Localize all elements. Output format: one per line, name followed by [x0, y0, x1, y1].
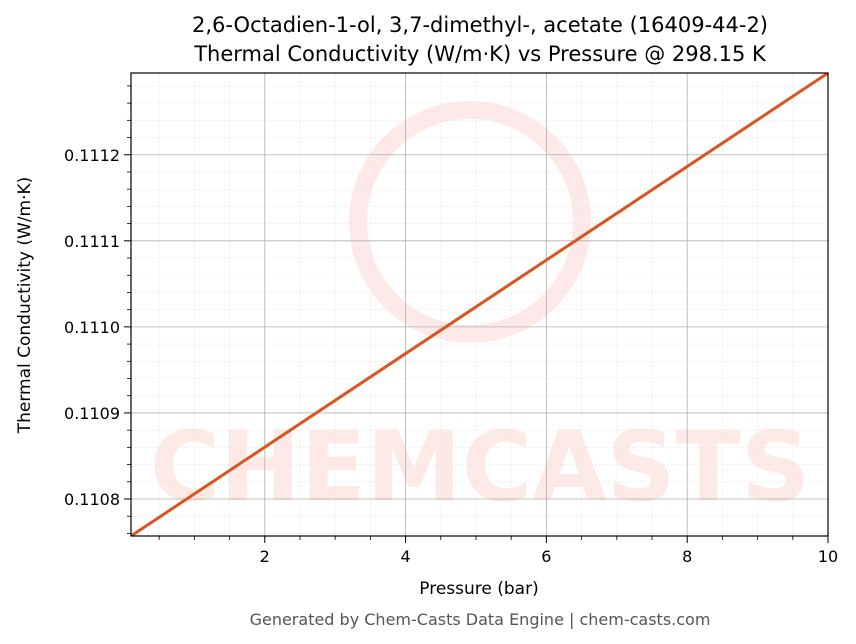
x-tick-label: 10 — [818, 547, 838, 566]
x-tick-label: 4 — [400, 547, 410, 566]
y-tick-label: 0.1109 — [64, 404, 120, 423]
watermark: CHEMCASTS — [150, 101, 810, 523]
data-line — [131, 73, 828, 536]
chart-title: 2,6-Octadien-1-ol, 3,7-dimethyl-, acetat… — [192, 13, 768, 37]
y-tick-label: 0.1111 — [64, 232, 120, 251]
chart-subtitle: Thermal Conductivity (W/m·K) vs Pressure… — [193, 42, 767, 66]
x-tick-label: 6 — [541, 547, 551, 566]
y-tick-label: 0.1112 — [64, 146, 120, 165]
watermark-text: CHEMCASTS — [150, 411, 810, 523]
watermark-logo — [349, 101, 591, 343]
x-tick-label: 8 — [682, 547, 692, 566]
y-tick-label: 0.1110 — [64, 318, 120, 337]
y-tick-label: 0.1108 — [64, 490, 120, 509]
x-axis-label: Pressure (bar) — [419, 579, 538, 599]
y-axis-label: Thermal Conductivity (W/m·K) — [15, 177, 35, 435]
plot-frame — [130, 72, 829, 537]
x-tick-label: 2 — [260, 547, 270, 566]
footer: Generated by Chem-Casts Data Engine | ch… — [250, 610, 711, 629]
